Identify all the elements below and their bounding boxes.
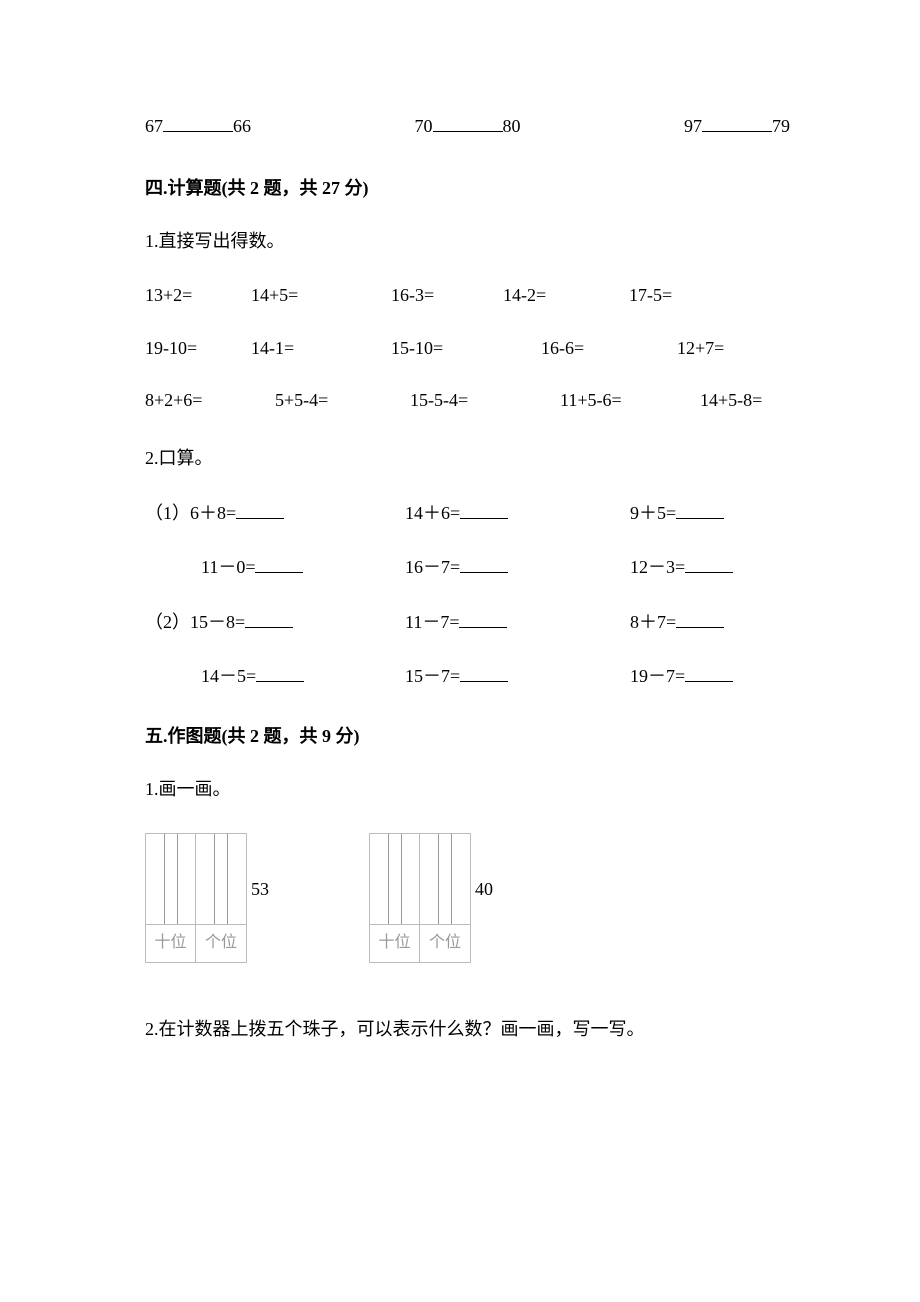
section4-header: 四.计算题(共 2 题，共 27 分) bbox=[145, 172, 790, 204]
arith-cell: 8+2+6= bbox=[145, 384, 275, 416]
answer-blank[interactable] bbox=[460, 662, 508, 682]
mc-row: （1）6＋8= 14＋6= 9＋5= bbox=[145, 497, 790, 529]
s4-q1-label: 1.直接写出得数。 bbox=[145, 225, 790, 257]
arith-cell: 19-10= bbox=[145, 332, 251, 364]
mc-cell: 8＋7= bbox=[630, 606, 724, 638]
mc-expr: 11－7= bbox=[405, 612, 459, 632]
answer-blank[interactable] bbox=[460, 553, 508, 573]
mc-cell: 11－7= bbox=[405, 606, 630, 638]
answer-blank[interactable] bbox=[256, 662, 304, 682]
mc-expr: 14－5= bbox=[201, 666, 256, 686]
abacus-frame: 十位 个位 bbox=[369, 833, 471, 963]
arith-row-2: 19-10= 14-1= 15-10= 16-6= 12+7= bbox=[145, 332, 790, 364]
arith-cell: 16-3= bbox=[391, 279, 503, 311]
abacus-rods bbox=[370, 834, 419, 924]
abacus-ones-cell: 个位 bbox=[196, 834, 246, 962]
ones-label: 个位 bbox=[196, 924, 246, 962]
answer-blank[interactable] bbox=[459, 608, 507, 628]
compare-right: 80 bbox=[503, 110, 521, 142]
mc-cell: 19－7= bbox=[630, 660, 733, 692]
mc-cell: （1）6＋8= bbox=[145, 497, 405, 529]
mc-cell: 9＋5= bbox=[630, 497, 724, 529]
arith-cell: 14-2= bbox=[503, 279, 629, 311]
s4-q2-label: 2.口算。 bbox=[145, 442, 790, 474]
arith-cell: 15-5-4= bbox=[410, 384, 560, 416]
mc-expr: 15－7= bbox=[405, 666, 460, 686]
compare-left: 97 bbox=[684, 110, 702, 142]
mc-expr: 11－0= bbox=[201, 557, 255, 577]
arith-cell: 14+5= bbox=[251, 279, 391, 311]
mc-row: （2）15－8= 11－7= 8＋7= bbox=[145, 606, 790, 638]
abacus-rods bbox=[146, 834, 195, 924]
abacus-frame: 十位 个位 bbox=[145, 833, 247, 963]
compare-blank[interactable] bbox=[433, 110, 503, 132]
compare-right: 79 bbox=[772, 110, 790, 142]
mc-expr: 19－7= bbox=[630, 666, 685, 686]
comparison-row: 67 66 70 80 97 79 bbox=[145, 110, 790, 142]
mc-row: 11－0= 16－7= 12－3= bbox=[145, 551, 790, 583]
arith-row-1: 13+2= 14+5= 16-3= 14-2= 17-5= bbox=[145, 279, 790, 311]
abacus-row: 十位 个位 53 十位 个位 40 bbox=[145, 833, 790, 963]
abacus-tens-cell: 十位 bbox=[370, 834, 420, 962]
abacus-value-1: 53 bbox=[251, 873, 269, 923]
mc-expr: （1）6＋8= bbox=[145, 503, 236, 523]
mc-expr: 8＋7= bbox=[630, 612, 676, 632]
mc-expr: （2）15－8= bbox=[145, 612, 245, 632]
abacus-rods bbox=[420, 834, 470, 924]
arith-row-3: 8+2+6= 5+5-4= 15-5-4= 11+5-6= 14+5-8= bbox=[145, 384, 790, 416]
tens-label: 十位 bbox=[370, 924, 419, 962]
answer-blank[interactable] bbox=[685, 553, 733, 573]
mc-cell: 15－7= bbox=[405, 660, 630, 692]
mc-expr: 16－7= bbox=[405, 557, 460, 577]
compare-blank[interactable] bbox=[163, 110, 233, 132]
mc-expr: 9＋5= bbox=[630, 503, 676, 523]
arith-cell: 13+2= bbox=[145, 279, 251, 311]
arith-cell: 14+5-8= bbox=[700, 384, 762, 416]
compare-right: 66 bbox=[233, 110, 251, 142]
mc-row: 14－5= 15－7= 19－7= bbox=[145, 660, 790, 692]
arith-cell: 16-6= bbox=[541, 332, 677, 364]
mc-cell: （2）15－8= bbox=[145, 606, 405, 638]
mc-expr: 12－3= bbox=[630, 557, 685, 577]
compare-blank[interactable] bbox=[702, 110, 772, 132]
tens-label: 十位 bbox=[146, 924, 195, 962]
compare-pair-3: 97 79 bbox=[684, 110, 790, 142]
answer-blank[interactable] bbox=[685, 662, 733, 682]
answer-blank[interactable] bbox=[676, 608, 724, 628]
mc-cell: 11－0= bbox=[201, 551, 405, 583]
mc-cell: 12－3= bbox=[630, 551, 733, 583]
compare-pair-1: 67 66 bbox=[145, 110, 251, 142]
compare-left: 67 bbox=[145, 110, 163, 142]
mc-expr: 14＋6= bbox=[405, 503, 460, 523]
answer-blank[interactable] bbox=[676, 499, 724, 519]
mc-cell: 16－7= bbox=[405, 551, 630, 583]
answer-blank[interactable] bbox=[236, 499, 284, 519]
compare-pair-2: 70 80 bbox=[415, 110, 521, 142]
arith-cell: 11+5-6= bbox=[560, 384, 700, 416]
answer-blank[interactable] bbox=[245, 608, 293, 628]
s5-q1-label: 1.画一画。 bbox=[145, 773, 790, 805]
abacus-1: 十位 个位 53 bbox=[145, 833, 269, 963]
arith-cell: 15-10= bbox=[391, 332, 541, 364]
ones-label: 个位 bbox=[420, 924, 470, 962]
s5-q2-label: 2.在计数器上拨五个珠子，可以表示什么数？画一画，写一写。 bbox=[145, 1013, 790, 1045]
abacus-rods bbox=[196, 834, 246, 924]
abacus-tens-cell: 十位 bbox=[146, 834, 196, 962]
mc-cell: 14－5= bbox=[201, 660, 405, 692]
abacus-2: 十位 个位 40 bbox=[369, 833, 493, 963]
section5-header: 五.作图题(共 2 题，共 9 分) bbox=[145, 720, 790, 752]
arith-cell: 5+5-4= bbox=[275, 384, 410, 416]
arith-cell: 12+7= bbox=[677, 332, 724, 364]
mc-cell: 14＋6= bbox=[405, 497, 630, 529]
arith-cell: 14-1= bbox=[251, 332, 391, 364]
answer-blank[interactable] bbox=[255, 553, 303, 573]
abacus-value-2: 40 bbox=[475, 873, 493, 923]
abacus-ones-cell: 个位 bbox=[420, 834, 470, 962]
compare-left: 70 bbox=[415, 110, 433, 142]
arith-cell: 17-5= bbox=[629, 279, 672, 311]
answer-blank[interactable] bbox=[460, 499, 508, 519]
